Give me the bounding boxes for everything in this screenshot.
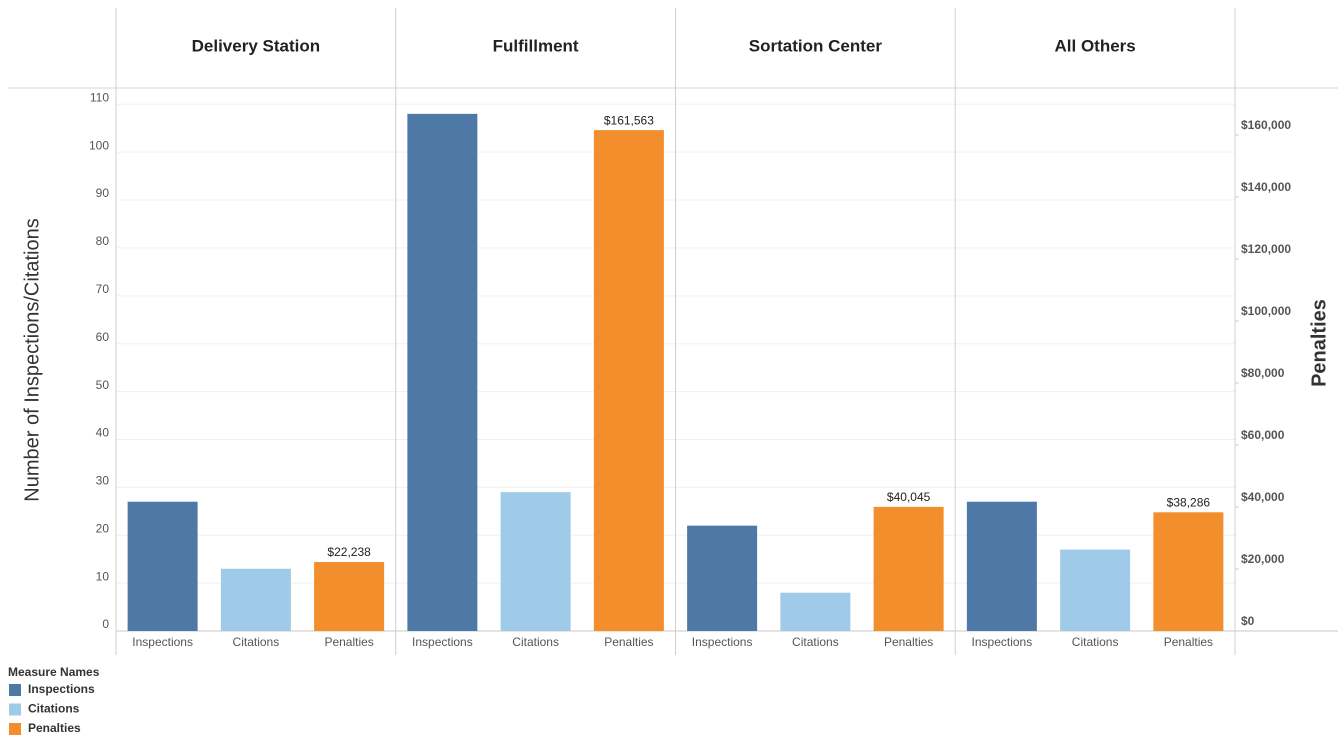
legend-swatch — [9, 684, 21, 696]
y-tick-label: 60 — [96, 330, 110, 344]
x-tick-label: Citations — [1072, 635, 1119, 649]
x-tick-label: Inspections — [692, 635, 753, 649]
panel-title: Delivery Station — [192, 36, 321, 55]
bar — [873, 506, 944, 631]
bar — [966, 501, 1037, 631]
y2-tick-label: $140,000 — [1241, 180, 1291, 194]
data-label: $40,045 — [887, 490, 931, 504]
x-tick-label: Penalties — [604, 635, 653, 649]
x-tick-label: Penalties — [1164, 635, 1213, 649]
bar — [1153, 512, 1224, 631]
y2-axis-title: Penalties — [1308, 299, 1330, 387]
y2-tick-label: $100,000 — [1241, 304, 1291, 318]
y-tick-label: 20 — [96, 521, 110, 535]
y2-tick-label: $160,000 — [1241, 118, 1291, 132]
bar — [127, 501, 198, 631]
y2-tick-label: $80,000 — [1241, 366, 1285, 380]
x-tick-label: Citations — [792, 635, 839, 649]
bar — [1060, 549, 1131, 631]
panel-title: Sortation Center — [749, 36, 883, 55]
data-label: $38,286 — [1167, 495, 1211, 509]
bar — [407, 113, 478, 632]
bar — [780, 592, 851, 631]
bar — [687, 525, 758, 631]
legend-title: Measure Names — [8, 665, 100, 679]
bar — [500, 492, 571, 631]
x-tick-label: Inspections — [972, 635, 1033, 649]
y2-tick-label: $120,000 — [1241, 242, 1291, 256]
x-tick-label: Citations — [512, 635, 559, 649]
y-axis-title: Number of Inspections/Citations — [21, 218, 43, 501]
y-tick-label: 90 — [96, 186, 110, 200]
y2-tick-label: $40,000 — [1241, 490, 1285, 504]
y-tick-label: 50 — [96, 378, 110, 392]
y-tick-label: 0 — [102, 617, 109, 631]
y-tick-label: 110 — [90, 90, 109, 104]
legend-label: Citations — [28, 702, 80, 716]
x-tick-label: Inspections — [412, 635, 473, 649]
bar — [220, 568, 291, 631]
panel-title: All Others — [1055, 36, 1136, 55]
x-tick-label: Inspections — [132, 635, 193, 649]
x-tick-label: Penalties — [884, 635, 933, 649]
y2-tick-label: $20,000 — [1241, 552, 1285, 566]
y2-tick-label: $0 — [1241, 614, 1255, 628]
y-tick-label: 80 — [96, 234, 110, 248]
y-tick-label: 70 — [96, 282, 110, 296]
legend-swatch — [9, 703, 21, 716]
y-tick-label: 10 — [96, 569, 110, 583]
x-tick-label: Penalties — [324, 635, 373, 649]
legend-swatch — [9, 723, 21, 735]
bar — [593, 130, 664, 632]
y-tick-label: 40 — [96, 426, 110, 440]
legend-label: Penalties — [28, 721, 81, 735]
data-label: $22,238 — [327, 545, 371, 559]
y-tick-label: 100 — [89, 138, 109, 152]
data-label: $161,563 — [604, 113, 654, 127]
y2-tick-label: $60,000 — [1241, 428, 1285, 442]
y-tick-label: 30 — [96, 474, 110, 488]
x-tick-label: Citations — [233, 635, 280, 649]
bar — [314, 562, 385, 631]
legend-label: Inspections — [28, 682, 95, 696]
panel-title: Fulfillment — [493, 36, 579, 55]
